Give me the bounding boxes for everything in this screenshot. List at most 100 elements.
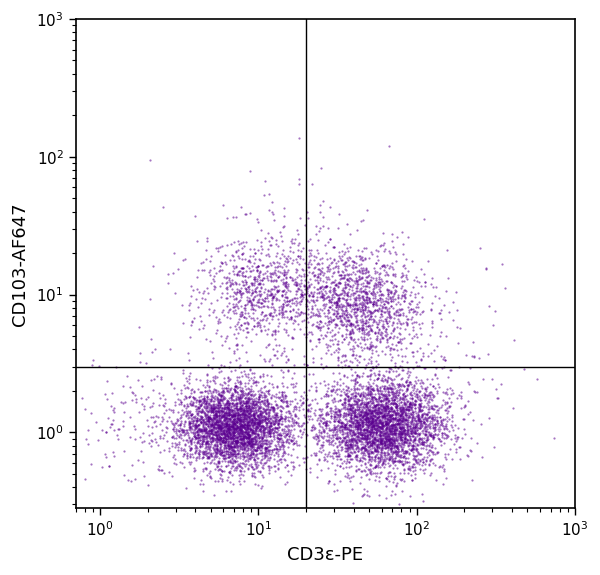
Point — [351, 293, 361, 302]
Point — [389, 436, 399, 445]
Point — [263, 389, 272, 398]
Point — [388, 380, 397, 389]
Point — [329, 416, 339, 426]
Point — [217, 466, 226, 475]
Point — [259, 398, 268, 408]
Point — [253, 394, 262, 403]
Point — [364, 389, 374, 398]
Point — [380, 417, 390, 426]
Point — [238, 402, 248, 411]
Point — [425, 431, 435, 440]
Point — [371, 409, 380, 418]
Point — [189, 421, 199, 431]
Point — [343, 391, 352, 400]
Point — [314, 431, 324, 440]
Point — [403, 275, 412, 284]
Point — [237, 438, 247, 447]
Point — [459, 403, 469, 412]
Point — [235, 360, 245, 369]
Point — [395, 418, 405, 427]
Point — [395, 299, 405, 308]
Point — [344, 404, 353, 413]
Point — [234, 470, 244, 480]
Point — [224, 423, 233, 432]
Point — [418, 440, 427, 449]
Point — [412, 409, 421, 418]
Point — [186, 411, 196, 420]
Point — [262, 396, 272, 405]
Point — [382, 319, 392, 328]
Point — [197, 415, 207, 424]
Point — [189, 431, 199, 440]
Point — [137, 446, 146, 455]
Point — [330, 387, 340, 396]
Point — [277, 413, 287, 422]
Point — [355, 252, 365, 261]
Point — [167, 417, 176, 426]
Point — [344, 442, 354, 451]
Point — [281, 391, 290, 400]
Point — [409, 363, 418, 373]
Point — [398, 240, 408, 249]
Point — [367, 392, 376, 401]
Point — [257, 388, 267, 397]
Point — [256, 283, 265, 293]
Point — [410, 400, 419, 409]
Point — [461, 351, 470, 360]
Point — [226, 410, 235, 419]
Point — [238, 263, 247, 272]
Point — [263, 425, 273, 434]
Point — [212, 448, 222, 458]
Point — [415, 424, 424, 433]
Point — [248, 302, 257, 311]
Point — [329, 286, 338, 295]
Point — [219, 415, 229, 424]
Point — [256, 289, 265, 298]
Point — [365, 464, 374, 473]
Point — [371, 356, 381, 366]
Point — [259, 432, 268, 441]
Point — [255, 440, 265, 449]
Point — [363, 417, 373, 427]
Point — [268, 403, 278, 412]
Point — [250, 273, 259, 282]
Point — [286, 400, 295, 409]
Point — [169, 434, 179, 443]
Point — [359, 279, 368, 288]
Point — [230, 443, 239, 452]
Point — [263, 429, 273, 438]
Point — [181, 392, 191, 401]
Point — [363, 387, 373, 396]
Point — [257, 413, 266, 422]
Point — [317, 289, 326, 298]
Point — [250, 438, 260, 447]
Point — [251, 418, 260, 427]
Point — [470, 387, 480, 396]
Point — [236, 462, 245, 471]
Point — [248, 449, 257, 458]
Point — [214, 446, 224, 455]
Point — [344, 451, 354, 460]
Point — [362, 371, 372, 381]
Point — [289, 368, 298, 377]
Point — [136, 357, 145, 366]
Point — [393, 431, 403, 440]
Point — [388, 389, 398, 398]
Point — [407, 390, 417, 400]
Point — [148, 401, 157, 411]
Point — [381, 408, 391, 417]
Point — [365, 461, 374, 470]
Point — [143, 421, 152, 430]
Point — [184, 419, 194, 428]
Point — [169, 424, 178, 434]
Point — [337, 417, 347, 427]
Point — [401, 437, 410, 446]
Point — [402, 435, 412, 444]
Point — [235, 411, 244, 420]
Point — [368, 342, 378, 351]
Point — [341, 421, 350, 430]
Point — [226, 442, 236, 451]
Point — [238, 431, 248, 440]
Point — [221, 420, 230, 430]
Point — [267, 296, 277, 305]
